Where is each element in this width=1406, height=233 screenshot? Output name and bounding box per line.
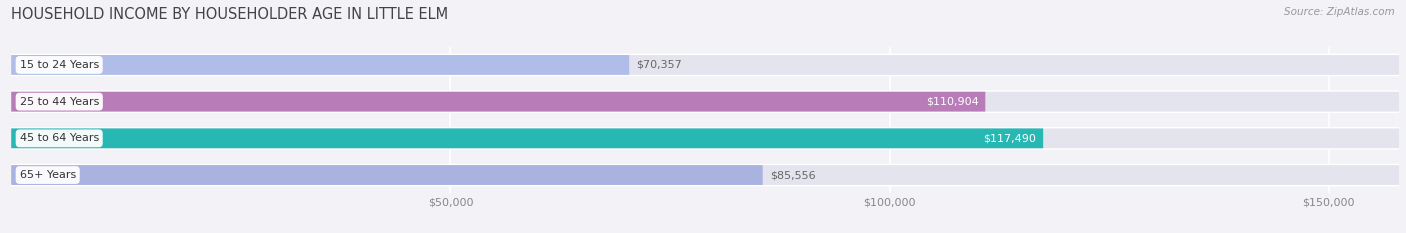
- Text: Source: ZipAtlas.com: Source: ZipAtlas.com: [1284, 7, 1395, 17]
- Text: 25 to 44 Years: 25 to 44 Years: [20, 97, 98, 107]
- FancyBboxPatch shape: [11, 127, 1399, 150]
- Text: 45 to 64 Years: 45 to 64 Years: [20, 133, 98, 143]
- FancyBboxPatch shape: [11, 128, 1399, 148]
- Text: HOUSEHOLD INCOME BY HOUSEHOLDER AGE IN LITTLE ELM: HOUSEHOLD INCOME BY HOUSEHOLDER AGE IN L…: [11, 7, 449, 22]
- FancyBboxPatch shape: [11, 90, 1399, 113]
- Text: $85,556: $85,556: [769, 170, 815, 180]
- FancyBboxPatch shape: [11, 55, 1399, 75]
- Text: 65+ Years: 65+ Years: [20, 170, 76, 180]
- Text: 15 to 24 Years: 15 to 24 Years: [20, 60, 98, 70]
- Text: $70,357: $70,357: [636, 60, 682, 70]
- FancyBboxPatch shape: [11, 164, 1399, 186]
- FancyBboxPatch shape: [11, 165, 762, 185]
- FancyBboxPatch shape: [11, 92, 986, 112]
- FancyBboxPatch shape: [11, 92, 1399, 112]
- Text: $110,904: $110,904: [925, 97, 979, 107]
- Text: $117,490: $117,490: [983, 133, 1036, 143]
- FancyBboxPatch shape: [11, 54, 1399, 76]
- FancyBboxPatch shape: [11, 128, 1043, 148]
- FancyBboxPatch shape: [11, 55, 630, 75]
- FancyBboxPatch shape: [11, 165, 1399, 185]
